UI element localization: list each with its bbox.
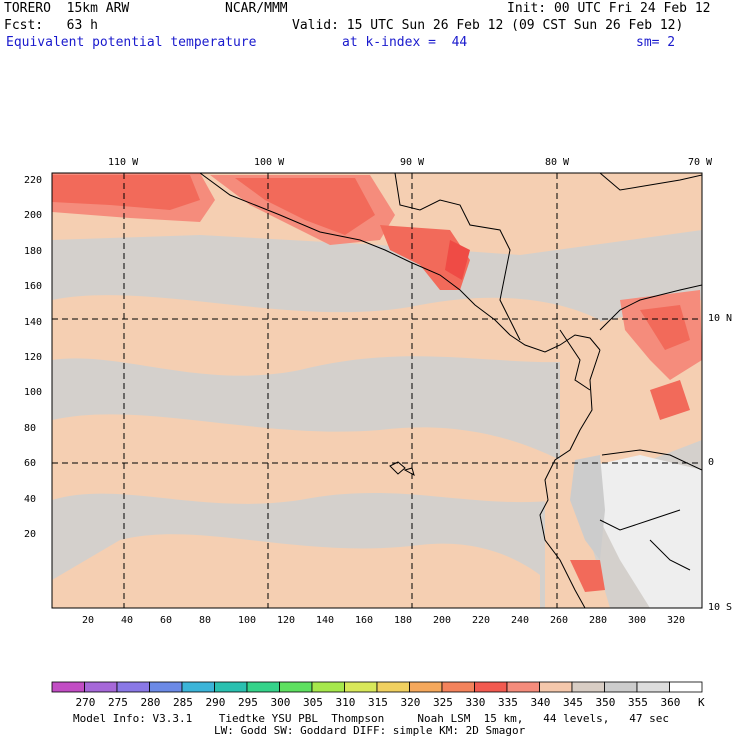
valid-time: Valid: 15 UTC Sun 26 Feb 12 (09 CST Sun … <box>292 18 684 33</box>
colorbar-swatch <box>441 681 475 693</box>
colorbar-swatch <box>246 681 280 693</box>
colorbar-tick-label: 315 <box>368 696 388 709</box>
colorbar-swatch <box>376 681 410 693</box>
colorbar-swatch <box>311 681 345 693</box>
colorbar-swatch <box>51 681 85 693</box>
lon-label: 70 W <box>688 157 713 168</box>
colorbar-tick-label: 275 <box>108 696 128 709</box>
forecast-hour: Fcst: 63 h <box>4 18 98 33</box>
colorbar-swatch <box>214 681 248 693</box>
x-tick-label: 120 <box>277 615 296 626</box>
colorbar-tick-label: 270 <box>75 696 96 709</box>
y-tick-label: 220 <box>24 175 43 186</box>
lon-label: 80 W <box>545 157 570 168</box>
colorbar-swatch <box>149 681 183 693</box>
y-tick-label: 120 <box>24 352 43 363</box>
colorbar-tick-label: 350 <box>595 696 616 709</box>
graticule <box>52 173 702 608</box>
x-tick-label: 80 <box>199 615 212 626</box>
lat-label: 0 <box>708 457 715 468</box>
colorbar-tick-label: 355 <box>628 696 648 709</box>
y-tick-label: 100 <box>24 387 43 399</box>
x-tick-label: 300 <box>628 615 647 626</box>
colorbar-swatch <box>571 681 605 693</box>
colorbar-swatch <box>669 681 703 693</box>
colorbar-swatch <box>409 681 443 693</box>
colorbar-swatch <box>474 681 508 693</box>
y-tick-label: 60 <box>24 458 37 470</box>
colorbar-tick-label: 300 <box>270 696 291 709</box>
colorbar-tick-label: 345 <box>563 696 583 709</box>
x-tick-label: 180 <box>394 615 413 626</box>
colorbar-tick-label: 305 <box>303 696 323 709</box>
smoothing-info: sm= 2 <box>636 35 676 50</box>
model-title: TORERO 15km ARW <box>4 1 130 16</box>
x-tick-label: 20 <box>82 615 95 626</box>
model-info: Model Info: V3.3.1 Tiedtke YSU PBL Thomp… <box>73 712 670 725</box>
colorbar-swatch <box>604 681 638 693</box>
colorbar-swatch <box>84 681 118 693</box>
field-name: Equivalent potential temperature <box>6 35 257 50</box>
physics-info: LW: Godd SW: Goddard DIFF: simple KM: 2D… <box>214 724 526 737</box>
y-tick-label: 80 <box>24 422 37 434</box>
y-tick-label: 40 <box>24 493 37 505</box>
colorbar-swatch <box>344 681 378 693</box>
y-tick-label: 180 <box>24 245 43 257</box>
colorbar-tick-label: 340 <box>530 696 551 709</box>
y-tick-label: 200 <box>24 210 43 222</box>
colorbar-swatch <box>636 681 670 693</box>
y-tick-label: 20 <box>24 529 37 540</box>
lat-label: 10 N <box>708 313 733 324</box>
colorbar-swatch <box>539 681 573 693</box>
colorbar-swatch <box>116 681 150 693</box>
lat-label: 10 S <box>708 602 733 613</box>
colorbar-tick-label: 360 <box>660 696 681 709</box>
lon-label: 100 W <box>254 157 285 168</box>
organization-label: NCAR/MMM <box>225 1 288 16</box>
colorbar-tick-label: 320 <box>400 696 421 709</box>
x-tick-label: 280 <box>589 615 608 626</box>
x-tick-label: 260 <box>550 615 569 626</box>
x-tick-label: 160 <box>355 615 374 626</box>
colorbar-tick-label: 325 <box>433 696 453 709</box>
x-tick-label: 220 <box>472 615 491 626</box>
x-tick-label: 200 <box>433 615 452 626</box>
colorbar-tick-label: 310 <box>335 696 356 709</box>
colorbar-tick-label: 285 <box>173 696 193 709</box>
x-tick-label: 140 <box>316 615 335 626</box>
lon-label: 110 W <box>108 157 139 168</box>
colorbar-tick-label: 295 <box>238 696 258 709</box>
y-tick-label: 140 <box>24 316 43 328</box>
x-tick-label: 240 <box>511 615 530 626</box>
y-tick-label: 160 <box>24 281 43 293</box>
colorbar-unit: K <box>698 696 705 709</box>
x-tick-label: 40 <box>121 615 134 626</box>
colorbar-tick-label: 280 <box>140 696 161 709</box>
lon-label: 90 W <box>400 157 425 168</box>
colorbar-tick-label: 330 <box>465 696 486 709</box>
colorbar-tick-label: 335 <box>498 696 518 709</box>
level-info: at k-index = 44 <box>342 35 468 50</box>
colorbar-swatch <box>181 681 215 693</box>
init-time: Init: 00 UTC Fri 24 Feb 12 <box>507 1 711 16</box>
x-tick-label: 100 <box>238 615 257 626</box>
map-frame <box>51 172 703 609</box>
colorbar-tick-label: 290 <box>205 696 226 709</box>
x-tick-label: 60 <box>160 615 173 626</box>
map-field <box>52 173 702 608</box>
colorbar-swatch <box>506 681 540 693</box>
colorbar <box>51 681 703 693</box>
x-tick-label: 320 <box>667 615 686 626</box>
colorbar-swatch <box>279 681 313 693</box>
